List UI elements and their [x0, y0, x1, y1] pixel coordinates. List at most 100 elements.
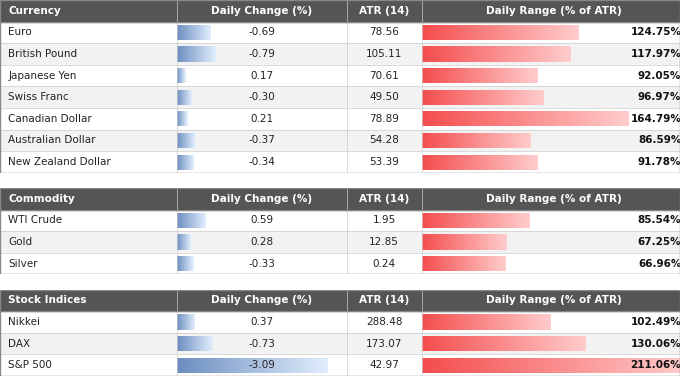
Bar	[241, 358, 243, 373]
Bar	[190, 25, 192, 40]
Bar	[471, 133, 473, 148]
Bar	[198, 336, 199, 351]
Bar	[439, 25, 441, 40]
Bar	[514, 90, 516, 105]
Bar	[518, 155, 520, 170]
Bar	[448, 90, 450, 105]
Bar	[437, 235, 439, 250]
Bar	[462, 235, 464, 250]
Bar	[179, 111, 180, 126]
Bar	[442, 213, 444, 228]
Bar	[186, 256, 187, 271]
Bar	[440, 68, 442, 83]
Bar	[186, 25, 188, 40]
Bar	[182, 90, 183, 105]
Bar	[190, 256, 191, 271]
Bar	[189, 133, 190, 148]
Bar	[191, 256, 192, 271]
Bar	[536, 358, 539, 373]
Bar	[541, 336, 543, 351]
Bar	[541, 358, 544, 373]
Bar	[192, 256, 193, 271]
Bar	[189, 25, 190, 40]
Bar	[183, 133, 184, 148]
Bar	[204, 213, 205, 228]
Bar	[201, 358, 203, 373]
Bar	[531, 25, 534, 40]
Bar	[432, 90, 435, 105]
Bar	[437, 133, 439, 148]
Bar	[190, 336, 191, 351]
Bar	[182, 314, 183, 329]
Bar	[212, 47, 213, 62]
Text: -0.33: -0.33	[248, 259, 275, 268]
Bar	[185, 90, 186, 105]
Bar	[183, 133, 184, 148]
Bar	[184, 155, 185, 170]
Bar	[182, 111, 183, 126]
Bar	[182, 25, 183, 40]
Bar	[184, 155, 185, 170]
Bar	[184, 68, 185, 83]
Bar	[623, 358, 626, 373]
Bar	[190, 235, 191, 250]
Bar	[471, 111, 474, 126]
Bar	[177, 314, 178, 329]
Bar	[180, 213, 181, 228]
Bar	[184, 68, 185, 83]
Bar	[475, 47, 477, 62]
Bar	[192, 47, 194, 62]
Bar	[471, 213, 473, 228]
Bar	[441, 256, 443, 271]
Bar	[182, 358, 184, 373]
Bar	[500, 336, 503, 351]
Text: DAX: DAX	[8, 338, 31, 349]
Bar	[187, 235, 188, 250]
Bar	[446, 213, 448, 228]
Bar	[430, 213, 432, 228]
Bar	[189, 235, 190, 250]
Bar	[190, 47, 192, 62]
Bar	[435, 133, 437, 148]
Bar	[194, 314, 195, 329]
Bar	[188, 235, 189, 250]
Bar	[184, 111, 185, 126]
Bar	[493, 358, 496, 373]
Bar	[0, 333, 680, 355]
Bar	[191, 90, 192, 105]
Text: 0.21: 0.21	[250, 114, 273, 124]
Bar	[178, 25, 179, 40]
Bar	[191, 47, 192, 62]
Bar	[316, 358, 318, 373]
Bar	[192, 25, 194, 40]
Bar	[192, 256, 193, 271]
Bar	[488, 256, 489, 271]
Bar	[505, 155, 507, 170]
Bar	[179, 111, 180, 126]
Bar	[425, 25, 427, 40]
Bar	[502, 336, 504, 351]
Bar	[184, 314, 185, 329]
Bar	[562, 47, 564, 62]
Bar	[446, 314, 448, 329]
Bar	[545, 25, 547, 40]
Bar	[184, 25, 186, 40]
Bar	[192, 155, 193, 170]
Bar	[183, 256, 184, 271]
Bar	[426, 47, 428, 62]
Bar	[448, 68, 450, 83]
Bar	[499, 314, 501, 329]
Bar	[181, 213, 182, 228]
Bar	[178, 68, 179, 83]
Bar	[194, 133, 195, 148]
Bar	[205, 336, 206, 351]
Bar	[432, 133, 435, 148]
Bar	[180, 25, 181, 40]
Bar	[181, 111, 182, 126]
Bar	[182, 133, 183, 148]
Bar	[500, 155, 502, 170]
Bar	[426, 256, 428, 271]
Bar	[428, 314, 430, 329]
Bar	[495, 25, 498, 40]
Bar	[185, 235, 186, 250]
